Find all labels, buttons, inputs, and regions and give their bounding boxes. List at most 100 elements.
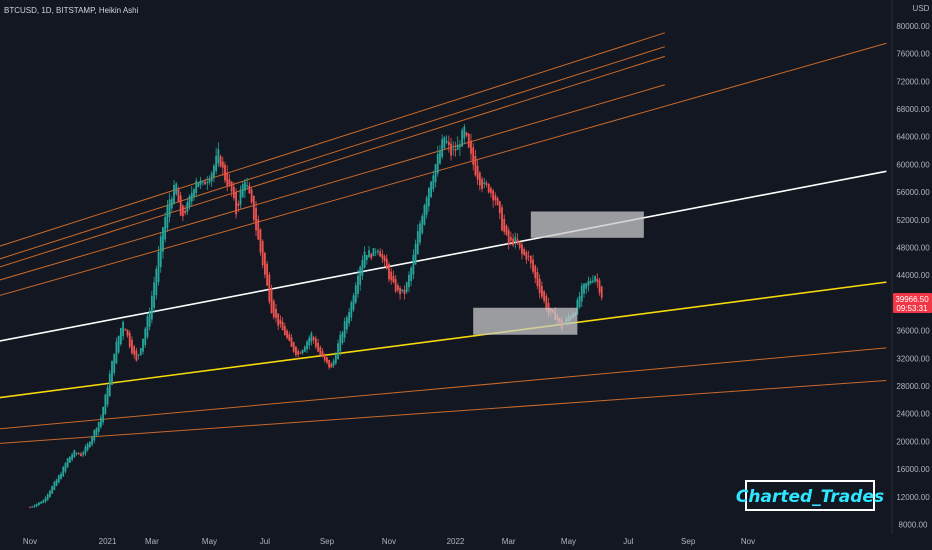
x-tick-label: Mar: [502, 537, 516, 546]
current-price-tag: 39966.50 09:53:31: [893, 293, 932, 313]
candle: [270, 284, 273, 314]
candle: [283, 322, 286, 336]
trendline-orange[interactable]: [0, 84, 665, 332]
candle: [328, 359, 331, 370]
candle: [543, 289, 546, 304]
candle: [372, 247, 375, 257]
watermark-box: [745, 480, 875, 511]
candle: [374, 248, 377, 257]
candle: [139, 347, 142, 356]
candle: [166, 200, 169, 232]
candle: [419, 220, 421, 246]
candle: [221, 156, 224, 176]
candle: [501, 204, 503, 232]
candle: [168, 192, 171, 223]
target-zone[interactable]: [473, 307, 578, 335]
candle: [476, 159, 479, 186]
candle: [343, 317, 346, 343]
y-tick-label: 52000.00: [896, 216, 930, 225]
candle: [589, 277, 592, 285]
target-zone[interactable]: [530, 211, 644, 238]
trendline-white[interactable]: [0, 170, 887, 375]
x-tick-label: Sep: [320, 537, 335, 546]
candle: [394, 275, 397, 294]
candle: [410, 265, 413, 287]
x-tick-label: Jul: [623, 537, 633, 546]
candle: [334, 351, 337, 366]
trendline-orange[interactable]: [0, 379, 887, 455]
candle: [487, 183, 490, 194]
candle: [204, 178, 206, 185]
candle: [217, 142, 220, 168]
y-tick-label: 16000.00: [896, 465, 930, 474]
candle: [93, 429, 96, 444]
candle: [111, 360, 113, 386]
trendlines-layer: [0, 32, 887, 455]
trendline-yellow[interactable]: [0, 281, 887, 421]
candle: [157, 246, 160, 286]
candle: [323, 353, 326, 363]
candle: [55, 478, 58, 487]
candle: [330, 362, 333, 368]
candle: [306, 340, 308, 354]
candle: [40, 500, 42, 504]
candle: [412, 249, 415, 280]
x-tick-label: 2021: [99, 537, 117, 546]
candle: [272, 299, 275, 320]
candle: [142, 338, 144, 355]
trendline-orange[interactable]: [0, 347, 887, 445]
candle: [580, 282, 583, 308]
candle: [377, 248, 379, 256]
candle: [224, 161, 226, 184]
candle: [246, 177, 249, 190]
trendline-orange[interactable]: [0, 42, 887, 346]
candle: [401, 289, 404, 293]
candle: [518, 241, 521, 250]
candle: [137, 354, 140, 360]
candle: [104, 393, 107, 415]
candle: [474, 149, 477, 177]
candle: [600, 285, 603, 301]
candle: [379, 248, 382, 257]
trendline-orange[interactable]: [0, 46, 665, 316]
candle: [68, 456, 71, 463]
candle: [359, 265, 362, 291]
candle: [215, 147, 218, 175]
candle: [348, 307, 351, 327]
candle: [210, 171, 213, 188]
y-tick-label: 32000.00: [896, 354, 930, 363]
candle: [512, 233, 514, 247]
candle: [290, 334, 293, 347]
x-tick-label: Nov: [382, 537, 396, 546]
candle: [516, 233, 519, 245]
candle: [365, 255, 368, 265]
y-tick-label: 60000.00: [896, 160, 930, 169]
candle: [292, 341, 295, 354]
candle: [299, 351, 302, 355]
x-tick-label: May: [202, 537, 217, 546]
candle: [275, 303, 277, 323]
candle: [345, 315, 348, 334]
candle: [396, 283, 399, 293]
candle: [385, 254, 388, 270]
trendline-orange[interactable]: [0, 32, 665, 303]
candle: [339, 330, 342, 356]
candle: [195, 177, 198, 198]
candle: [37, 502, 40, 506]
candle: [124, 328, 127, 331]
trendline-orange[interactable]: [0, 55, 665, 323]
candle: [29, 506, 31, 508]
candle: [399, 286, 401, 300]
candle: [301, 349, 304, 355]
candle: [80, 451, 82, 457]
candle: [312, 336, 315, 344]
candle: [277, 313, 280, 331]
candle: [62, 465, 65, 477]
candle: [467, 132, 470, 149]
candle: [427, 187, 430, 212]
candle: [33, 504, 36, 508]
candle: [219, 154, 222, 168]
price-axis-panel[interactable]: [892, 0, 932, 550]
candle: [146, 313, 149, 340]
